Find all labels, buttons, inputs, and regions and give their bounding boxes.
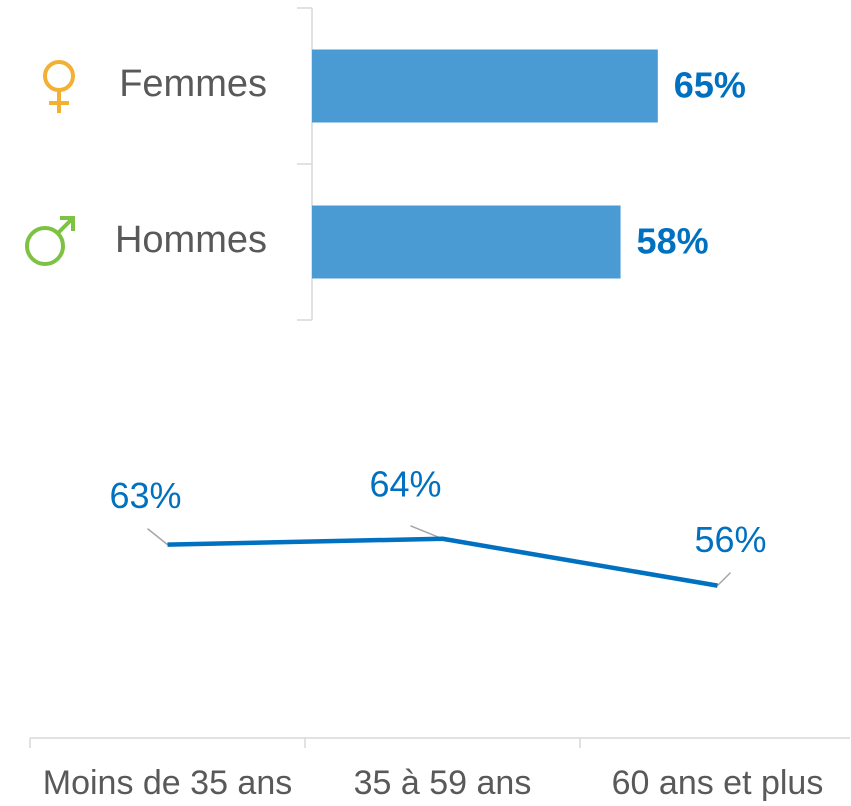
category-label: 35 à 59 ans xyxy=(354,764,532,802)
value-label: 65% xyxy=(674,65,746,106)
category-label: Femmes xyxy=(119,63,267,105)
male-icon xyxy=(25,216,75,266)
bar xyxy=(312,49,658,123)
leader-line xyxy=(147,528,168,546)
value-label: 64% xyxy=(369,463,441,504)
leader-line xyxy=(410,525,443,540)
category-label: 60 ans et plus xyxy=(612,764,824,802)
value-label: 63% xyxy=(109,475,181,516)
leader-line xyxy=(716,572,732,587)
value-label: 56% xyxy=(694,519,766,560)
bar xyxy=(312,205,621,279)
value-label: 58% xyxy=(637,221,709,262)
category-label: Hommes xyxy=(115,219,267,261)
line xyxy=(167,536,718,588)
category-label: Moins de 35 ans xyxy=(43,764,293,802)
female-icon xyxy=(43,60,75,113)
